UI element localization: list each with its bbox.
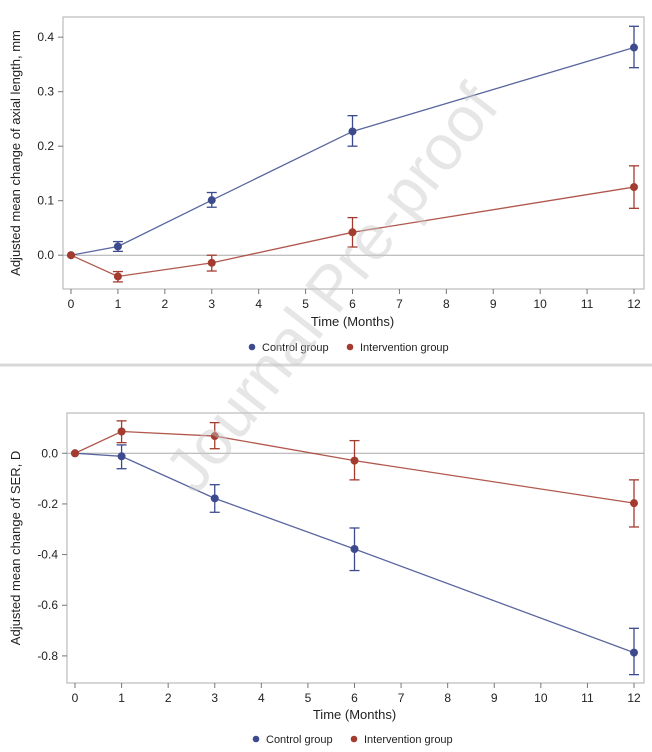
x-tick-label: 4 bbox=[255, 297, 262, 311]
legend-label: Intervention group bbox=[360, 342, 449, 354]
x-tick-label: 10 bbox=[533, 297, 547, 311]
data-point bbox=[117, 452, 126, 461]
legend-marker bbox=[350, 735, 358, 743]
legend-marker bbox=[252, 735, 260, 743]
x-tick-label: 7 bbox=[396, 297, 403, 311]
y-tick-label: 0.0 bbox=[37, 248, 54, 262]
plot-frame bbox=[66, 412, 645, 684]
y-tick-label: -0.2 bbox=[37, 497, 58, 511]
x-tick-label: 6 bbox=[351, 691, 358, 705]
data-point bbox=[207, 196, 216, 205]
x-tick-label: 10 bbox=[534, 691, 548, 705]
data-point bbox=[207, 258, 216, 267]
x-tick-label: 9 bbox=[490, 297, 497, 311]
data-point bbox=[630, 183, 638, 192]
y-tick-label: -0.6 bbox=[37, 598, 58, 612]
y-tick-label: -0.8 bbox=[37, 649, 58, 663]
data-point bbox=[210, 432, 219, 441]
series-intervention bbox=[67, 165, 639, 283]
data-point bbox=[630, 43, 638, 52]
data-point bbox=[117, 427, 126, 436]
series-control bbox=[67, 25, 639, 260]
x-tick-label: 1 bbox=[115, 297, 122, 311]
data-point bbox=[350, 456, 359, 465]
series-intervention bbox=[71, 420, 639, 528]
x-tick-label: 5 bbox=[305, 691, 312, 705]
data-point bbox=[210, 494, 219, 503]
x-tick-label: 8 bbox=[443, 297, 450, 311]
x-tick-label: 1 bbox=[118, 691, 125, 705]
y-tick-label: -0.4 bbox=[37, 548, 58, 562]
x-tick-label: 12 bbox=[627, 297, 641, 311]
x-tick-label: 0 bbox=[72, 691, 79, 705]
x-tick-label: 0 bbox=[68, 297, 75, 311]
x-tick-label: 3 bbox=[211, 691, 218, 705]
x-tick-label: 7 bbox=[398, 691, 405, 705]
x-tick-label: 4 bbox=[258, 691, 265, 705]
plot-frame bbox=[62, 16, 645, 290]
data-point bbox=[113, 272, 122, 281]
x-axis-label: Time (Months) bbox=[313, 707, 396, 722]
legend-label: Control group bbox=[262, 342, 329, 354]
y-tick-label: 0.0 bbox=[41, 446, 58, 460]
x-tick-label: 2 bbox=[165, 691, 172, 705]
data-point bbox=[630, 648, 638, 657]
data-point bbox=[67, 251, 75, 260]
y-axis-label: Adjusted mean change of SER, D bbox=[8, 451, 23, 645]
data-point bbox=[113, 242, 122, 251]
data-point bbox=[71, 449, 79, 458]
x-tick-label: 6 bbox=[349, 297, 356, 311]
x-tick-label: 9 bbox=[491, 691, 498, 705]
series-control bbox=[71, 444, 639, 676]
data-point bbox=[630, 499, 638, 508]
y-tick-label: 0.3 bbox=[37, 85, 54, 99]
y-axis-label: Adjusted mean change of axial length, mm bbox=[8, 30, 23, 276]
x-tick-label: 11 bbox=[581, 691, 594, 705]
x-tick-label: 12 bbox=[627, 691, 641, 705]
y-tick-label: 0.1 bbox=[37, 194, 54, 208]
x-axis-label: Time (Months) bbox=[311, 314, 394, 329]
x-tick-label: 3 bbox=[208, 297, 215, 311]
data-point bbox=[348, 228, 357, 237]
x-tick-label: 5 bbox=[302, 297, 309, 311]
legend-marker bbox=[346, 343, 354, 351]
legend-marker bbox=[248, 343, 256, 351]
x-tick-label: 8 bbox=[444, 691, 451, 705]
data-point bbox=[348, 127, 357, 136]
x-tick-label: 11 bbox=[581, 297, 594, 311]
x-tick-label: 2 bbox=[161, 297, 168, 311]
legend-label: Control group bbox=[266, 734, 333, 746]
y-tick-label: 0.4 bbox=[37, 30, 54, 44]
legend-label: Intervention group bbox=[364, 734, 453, 746]
data-point bbox=[350, 545, 359, 554]
chart-panel-2: 0 1 2 3 4 5 6 7 8 9 10 11 120.0-0.2-0.4-0.6-0.8Time … bbox=[8, 412, 645, 746]
y-tick-label: 0.2 bbox=[37, 139, 54, 153]
